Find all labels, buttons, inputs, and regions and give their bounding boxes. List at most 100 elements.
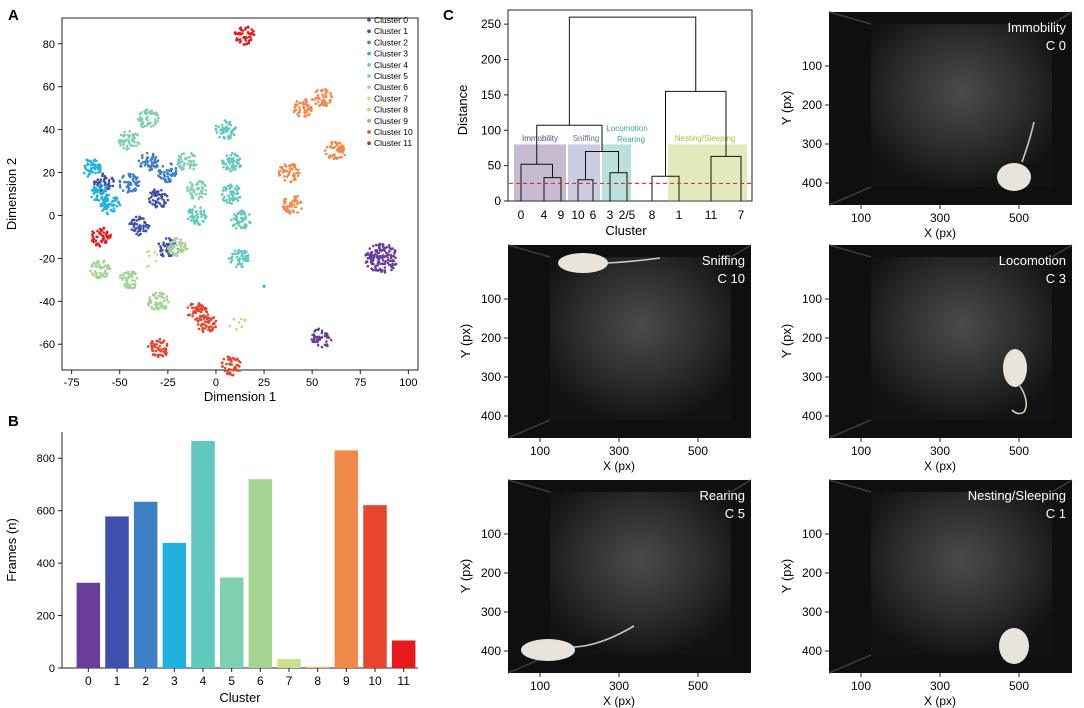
scatter-point xyxy=(368,247,372,250)
scatter-point xyxy=(199,209,202,213)
scatter-point xyxy=(152,161,156,164)
scatter-point xyxy=(297,168,300,172)
scatter-point xyxy=(304,102,308,106)
scatter-point xyxy=(143,124,147,128)
scatter-point xyxy=(386,253,390,257)
scatter-point xyxy=(187,155,191,159)
scatter-point xyxy=(320,88,324,92)
scatter-point xyxy=(147,254,151,258)
scatter-point xyxy=(238,165,242,168)
scatter-point xyxy=(240,213,243,216)
scatter-point xyxy=(293,105,297,109)
scatter-point xyxy=(122,146,126,150)
dendrogram-link xyxy=(520,163,553,201)
scatter-point xyxy=(366,256,370,260)
scatter-point xyxy=(157,294,160,298)
scatter-point xyxy=(104,233,108,236)
legend-label: Cluster 11 xyxy=(374,138,412,148)
y-tick-label: 200 xyxy=(481,331,501,345)
scatter-point xyxy=(244,256,248,260)
arena-wall-edge xyxy=(828,244,1073,439)
scatter-point xyxy=(312,98,315,101)
scatter-point xyxy=(229,170,232,173)
scatter-point xyxy=(186,306,190,309)
arena-wall-edge xyxy=(828,11,1073,206)
scatter-point xyxy=(325,343,329,346)
y-tick-label: 50 xyxy=(488,159,502,173)
scatter-point xyxy=(228,161,231,165)
dendrogram-link xyxy=(665,90,727,177)
scatter-point xyxy=(95,242,99,245)
scatter-point xyxy=(215,128,218,132)
scatter-point xyxy=(105,176,108,180)
scatter-point xyxy=(115,205,119,208)
scatter-point xyxy=(132,286,135,290)
frame-behavior-label: Locomotion xyxy=(999,253,1066,268)
scatter-point xyxy=(97,185,101,189)
scatter-point xyxy=(198,179,201,183)
scatter-point xyxy=(223,366,227,370)
scatter-point xyxy=(230,259,234,262)
scatter-point xyxy=(96,260,99,263)
scatter-point xyxy=(235,363,238,367)
scatter-point xyxy=(153,353,157,357)
scatter-point xyxy=(323,149,327,152)
scatter-point xyxy=(369,257,373,260)
scatter-point xyxy=(222,199,226,203)
frame-nesting-sleeping: Nesting/Sleeping C 1 100 200 300 400 100 300 500… xyxy=(779,479,1073,708)
scatter-point xyxy=(155,343,158,346)
scatter-point xyxy=(198,318,202,321)
scatter-point xyxy=(100,233,103,237)
scatter-point xyxy=(153,157,157,161)
scatter-point xyxy=(325,340,328,343)
scatter-point xyxy=(204,192,208,196)
panel-b-y-ticks: 0 200 400 600 800 xyxy=(37,453,62,675)
scatter-point xyxy=(162,254,165,258)
scatter-point xyxy=(159,250,162,253)
x-tick-label: 0 xyxy=(85,674,92,688)
dendrogram-x-label: Cluster xyxy=(605,223,647,238)
scatter-point xyxy=(320,345,324,349)
scatter-point xyxy=(190,160,193,163)
scatter-point xyxy=(196,220,199,224)
scatter-point xyxy=(132,271,135,274)
scatter-point xyxy=(234,154,237,157)
mouse-tail xyxy=(1011,385,1028,415)
scatter-point xyxy=(296,202,299,205)
scatter-point xyxy=(225,167,228,171)
scatter-point xyxy=(233,167,237,170)
scatter-point xyxy=(199,314,202,318)
legend-marker xyxy=(367,18,371,22)
scatter-point xyxy=(141,121,145,124)
scatter-point xyxy=(149,191,152,195)
scatter-point xyxy=(332,157,336,161)
scatter-point xyxy=(129,183,132,186)
panel-a-x-label: Dimension 1 xyxy=(204,389,276,404)
scatter-point xyxy=(111,184,115,188)
scatter-point xyxy=(141,156,144,160)
scatter-point xyxy=(383,249,387,253)
scatter-point xyxy=(160,188,163,192)
scatter-point xyxy=(97,163,100,167)
scatter-point xyxy=(340,147,343,151)
scatter-point xyxy=(241,32,244,35)
scatter-point xyxy=(229,154,233,157)
scatter-point xyxy=(294,195,297,198)
scatter-point xyxy=(135,184,139,187)
scatter-point xyxy=(277,171,281,175)
scatter-point xyxy=(180,160,184,163)
scatter-point xyxy=(225,362,228,366)
scatter-point xyxy=(101,172,105,176)
scatter-point xyxy=(325,104,329,107)
scatter-point xyxy=(150,193,154,196)
x-tick-label: 100 xyxy=(851,211,871,225)
scatter-point xyxy=(237,31,241,35)
scatter-point xyxy=(88,172,92,175)
scatter-point xyxy=(107,193,110,197)
scatter-point xyxy=(125,144,129,148)
scatter-point xyxy=(182,167,185,171)
scatter-point xyxy=(127,276,130,280)
scatter-point xyxy=(154,118,157,121)
scatter-point xyxy=(201,187,205,191)
